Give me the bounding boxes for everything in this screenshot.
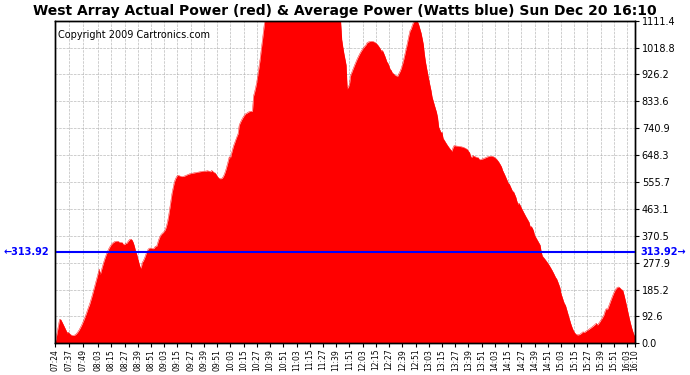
Text: 313.92→: 313.92→ bbox=[640, 247, 687, 257]
Title: West Array Actual Power (red) & Average Power (Watts blue) Sun Dec 20 16:10: West Array Actual Power (red) & Average … bbox=[33, 4, 657, 18]
Text: Copyright 2009 Cartronics.com: Copyright 2009 Cartronics.com bbox=[58, 30, 210, 40]
Text: ←313.92: ←313.92 bbox=[3, 247, 50, 257]
